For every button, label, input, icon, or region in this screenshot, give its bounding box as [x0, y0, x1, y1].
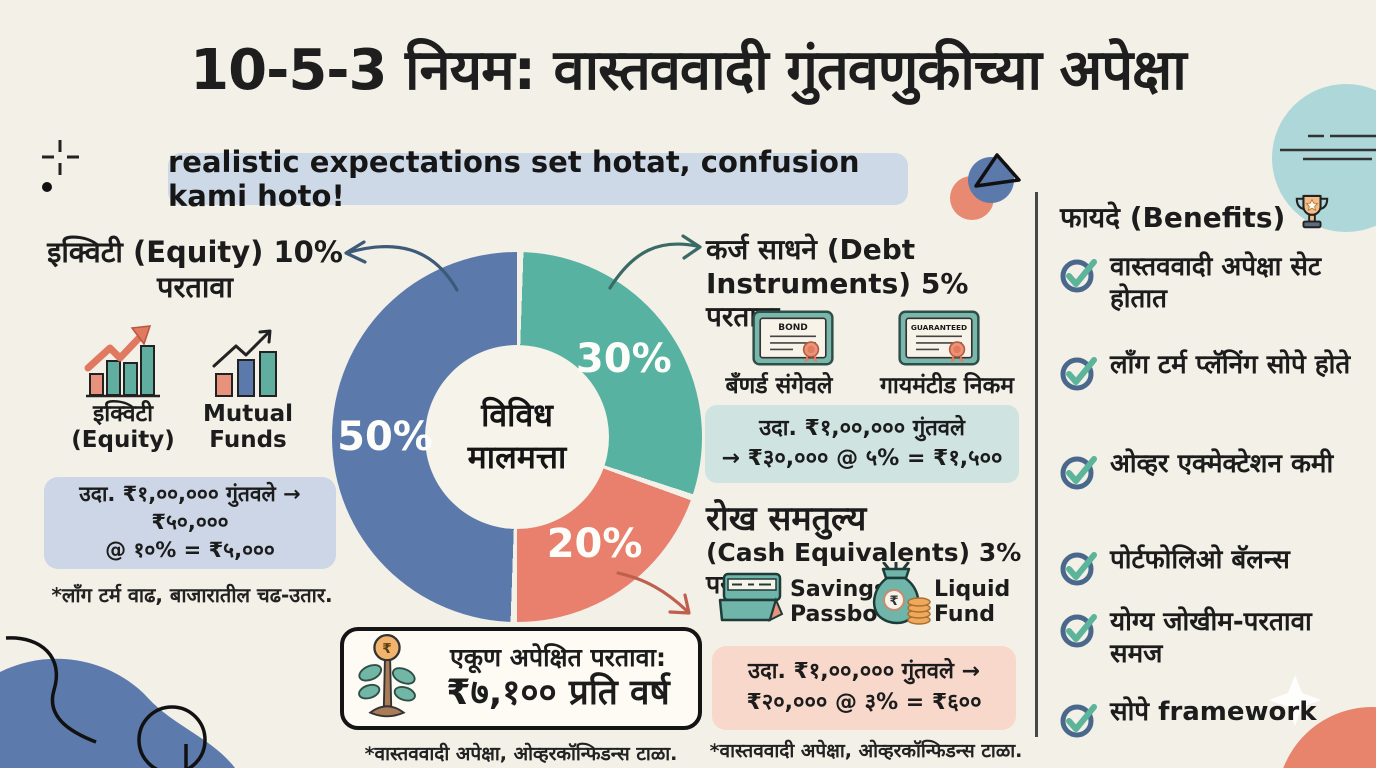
cash-heading-line1: रोख समतुल्य: [706, 499, 867, 539]
equity-section-heading: इक्विटी (Equity) 10% परतावा: [36, 235, 354, 305]
benefit-item-3: ओव्हर एक्मेक्टेशन कमी: [1058, 449, 1370, 500]
bond-certificate-icon: BOND: [752, 310, 834, 370]
check-icon: [1058, 547, 1100, 596]
subtitle-banner: realistic expectations set hotat, confus…: [168, 145, 908, 213]
center-label-line1: विविध: [481, 396, 553, 435]
slice-label-equity: 50%: [337, 414, 433, 460]
center-label-line2: मालमत्ता: [467, 438, 567, 476]
benefit-text: सोपे framework: [1110, 697, 1317, 727]
slice-label-debt: 30%: [575, 336, 672, 383]
benefit-item-2: लाँग टर्म प्लॅनिंग सोपे होते: [1058, 350, 1370, 401]
benefit-text: पोर्टफोलिओ बॅलन्स: [1110, 545, 1290, 575]
equity-icon-label: इक्विटी (Equity): [71, 401, 175, 453]
total-return-text: एकूण अपेक्षित परतावा: ₹७,१०० प्रति वर्ष: [428, 643, 688, 713]
vertical-divider: [1035, 192, 1038, 737]
cash-example-line1: उदा. ₹१,००,००० गुंतवले →: [748, 659, 980, 685]
cash-example-line2: ₹२०,००० @ ३% = ₹६००: [746, 690, 982, 715]
slice-label-cash: 20%: [546, 520, 643, 567]
total-return-box: ₹ एकूण अपेक्षित परतावा: ₹७,१०० प्रति वर्…: [340, 627, 702, 730]
bond-icon-label: बँणर्ड संगेवले: [725, 373, 833, 399]
asset-allocation-donut-chart: 30% 20% 50% विविध मालमत्ता: [332, 252, 702, 622]
liquid-fund-moneybag-icon: ₹: [868, 560, 932, 632]
total-return-label: एकूण अपेक्षित परतावा:: [450, 643, 666, 672]
cash-footnote: *वास्तववादी अपेक्षा, ओव्हरकॉन्फिडन्स टाळ…: [709, 740, 1023, 762]
money-plant-icon: ₹: [356, 633, 418, 725]
equity-growth-chart-icon: [82, 322, 174, 404]
benefit-item-4: पोर्टफोलिओ बॅलन्स: [1058, 545, 1370, 596]
liquid-fund-label: Liquid Fund: [934, 577, 1011, 627]
check-icon: [1058, 451, 1100, 500]
bond-certificate-title: BOND: [778, 323, 808, 333]
check-icon: [1058, 609, 1100, 658]
benefit-text: वास्तववादी अपेक्षा सेट होतात: [1110, 252, 1322, 314]
equity-footnote: *लाँग टर्म वाढ, बाजारातील चढ-उतार.: [51, 583, 333, 607]
mutual-funds-icon-label: Mutual Funds: [202, 401, 294, 453]
benefits-header: फायदे (Benefits): [1060, 192, 1370, 241]
savings-passbook-label: Savings Passbo: [790, 577, 888, 627]
debt-example-line2: → ₹३०,००० @ ५% = ₹१,५००: [721, 446, 1003, 471]
benefit-item-1: वास्तववादी अपेक्षा सेट होतात: [1058, 252, 1370, 315]
trophy-icon: [1293, 192, 1331, 241]
debt-example-box: उदा. ₹१,००,००० गुंतवले → ₹३०,००० @ ५% = …: [705, 405, 1019, 483]
cash-example-box: उदा. ₹१,००,००० गुंतवले → ₹२०,००० @ ३% = …: [712, 646, 1016, 730]
page-title: 10-5-3 नियम: वास्तववादी गुंतवणुकीच्या अप…: [190, 38, 1187, 103]
svg-text:₹: ₹: [889, 594, 898, 609]
equity-heading-line2: परतावा: [156, 269, 233, 304]
benefit-item-6: सोपे framework: [1058, 697, 1370, 748]
benefit-text: ओव्हर एक्मेक्टेशन कमी: [1110, 449, 1334, 479]
benefit-text: योग्य जोखीम-परतावा समज: [1110, 607, 1312, 669]
guaranteed-icon-label: गायमंटीड निकम: [879, 373, 1014, 399]
svg-text:₹: ₹: [382, 640, 391, 656]
savings-passbook-icon: [718, 570, 784, 630]
guaranteed-certificate-title: GUARANTEED: [911, 323, 967, 332]
debt-example-line1: उदा. ₹१,००,००० गुंतवले: [759, 416, 965, 442]
equity-example-line3: @ १०% = ₹५,०००: [105, 537, 275, 562]
crosshair-decoration: [42, 140, 79, 192]
equity-example-line1: उदा. ₹१,००,००० गुंतवले →: [79, 482, 301, 507]
debt-heading-line1: कर्ज साधने (Debt: [706, 233, 916, 266]
circles-triangle-decoration: [950, 153, 1021, 220]
equity-heading-line1: इक्विटी (Equity) 10%: [47, 235, 343, 269]
equity-example-box: उदा. ₹१,००,००० गुंतवले → ₹५०,००० @ १०% =…: [44, 477, 336, 569]
check-icon: [1058, 352, 1100, 401]
blue-blob-decoration: [0, 636, 235, 768]
benefits-heading: फायदे (Benefits): [1060, 200, 1286, 234]
total-footnote: *वास्तववादी अपेक्षा, ओव्हरकॉन्फिडन्स टाळ…: [364, 743, 678, 765]
equity-example-line2: ₹५०,०००: [151, 510, 229, 535]
guaranteed-certificate-icon: GUARANTEED: [898, 310, 980, 370]
mutual-funds-chart-icon: [208, 328, 288, 404]
benefit-item-5: योग्य जोखीम-परतावा समज: [1058, 607, 1370, 670]
check-icon: [1058, 254, 1100, 303]
donut-center-label: विविध मालमत्ता: [425, 345, 609, 529]
benefit-text: लाँग टर्म प्लॅनिंग सोपे होते: [1110, 350, 1351, 380]
total-return-value: ₹७,१०० प्रति वर्ष: [446, 672, 670, 713]
check-icon: [1058, 699, 1100, 748]
